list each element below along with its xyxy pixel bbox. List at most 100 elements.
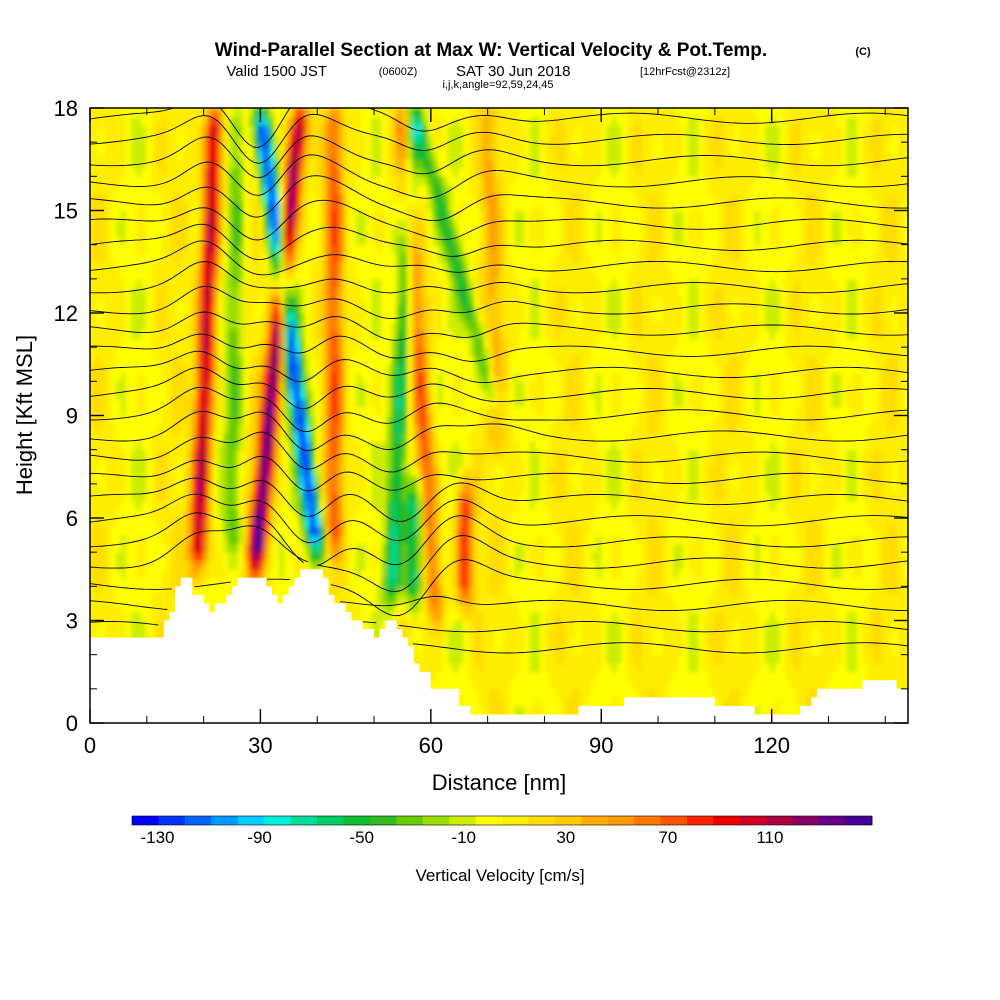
field-cell	[115, 261, 122, 271]
field-cell	[222, 193, 229, 203]
field-cell	[120, 381, 127, 391]
field-cell	[391, 569, 398, 579]
field-cell	[376, 150, 382, 160]
field-cell	[130, 159, 137, 169]
field-cell	[437, 654, 444, 664]
field-cell	[350, 125, 357, 135]
field-cell	[355, 552, 362, 562]
field-cell	[171, 458, 178, 468]
field-cell	[258, 108, 265, 118]
field-cell	[90, 108, 96, 118]
field-cell	[120, 552, 127, 562]
field-cell	[105, 321, 111, 331]
field-cell	[100, 159, 106, 169]
field-cell	[284, 407, 290, 417]
field-cell	[146, 415, 152, 425]
field-cell	[366, 159, 372, 169]
field-cell	[105, 518, 111, 528]
field-cell	[136, 321, 142, 331]
field-cell	[355, 389, 362, 399]
field-cell	[274, 449, 280, 459]
field-cell	[115, 372, 122, 382]
field-cell	[115, 612, 122, 622]
field-cell	[335, 475, 342, 485]
field-cell	[381, 492, 388, 502]
field-cell	[371, 270, 377, 280]
field-cell	[243, 381, 250, 391]
field-cell	[386, 560, 393, 570]
field-cell	[330, 295, 336, 305]
field-cell	[263, 415, 270, 425]
field-cell	[355, 227, 362, 237]
field-cell	[345, 244, 352, 254]
field-cell	[407, 458, 413, 468]
field-cell	[289, 227, 296, 237]
field-cell	[182, 184, 188, 194]
field-cell	[130, 176, 137, 186]
field-cell	[197, 475, 204, 485]
field-cell	[396, 227, 403, 237]
field-cell	[320, 458, 326, 468]
field-cell	[304, 518, 311, 528]
field-cell	[136, 355, 142, 365]
field-cell	[125, 629, 132, 639]
field-cell	[274, 287, 280, 297]
field-cell	[212, 202, 219, 212]
field-cell	[95, 150, 101, 160]
field-cell	[412, 108, 418, 118]
field-cell	[401, 176, 408, 186]
field-cell	[345, 167, 352, 177]
field-cell	[437, 577, 444, 587]
field-cell	[274, 159, 280, 169]
field-cell	[228, 236, 234, 246]
field-cell	[361, 227, 367, 237]
field-cell	[243, 313, 250, 323]
field-cell	[253, 569, 260, 579]
field-cell	[253, 509, 260, 519]
field-cell	[156, 629, 163, 639]
field-cell	[314, 244, 321, 254]
field-cell	[192, 415, 198, 425]
field-cell	[100, 492, 106, 502]
field-cell	[176, 150, 183, 160]
field-cell	[437, 552, 444, 562]
field-cell	[376, 543, 382, 553]
field-cell	[361, 569, 367, 579]
field-cell	[335, 415, 342, 425]
field-cell	[166, 577, 173, 587]
field-cell	[212, 176, 219, 186]
field-cell	[156, 313, 163, 323]
field-cell	[274, 116, 280, 126]
field-cell	[166, 295, 173, 305]
field-cell	[361, 552, 367, 562]
field-cell	[136, 603, 142, 613]
field-cell	[417, 654, 423, 664]
field-cell	[258, 389, 265, 399]
field-cell	[161, 347, 168, 357]
field-cell	[238, 407, 244, 417]
field-cell	[299, 295, 306, 305]
field-cell	[335, 492, 342, 502]
field-cell	[417, 219, 423, 229]
field-cell	[340, 125, 347, 135]
field-cell	[376, 398, 382, 408]
field-cell	[248, 364, 255, 374]
field-cell	[345, 424, 352, 434]
field-cell	[284, 381, 290, 391]
field-cell	[90, 202, 96, 212]
field-cell	[187, 133, 193, 143]
title-mark: (C)	[855, 46, 871, 58]
field-cell	[217, 167, 224, 177]
field-cell	[110, 415, 117, 425]
field-cell	[100, 381, 106, 391]
field-cell	[407, 612, 413, 622]
field-cell	[110, 500, 117, 510]
field-cell	[376, 407, 382, 417]
field-cell	[222, 458, 229, 468]
field-cell	[95, 108, 101, 118]
field-cell	[176, 518, 183, 528]
field-cell	[309, 475, 316, 485]
field-cell	[141, 150, 147, 160]
field-cell	[248, 227, 255, 237]
field-cell	[396, 509, 403, 519]
